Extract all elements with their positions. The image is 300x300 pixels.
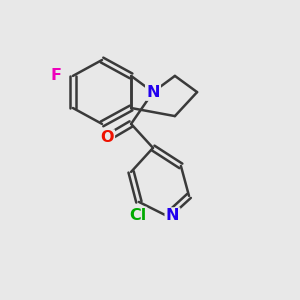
Text: N: N	[146, 85, 160, 100]
Text: N: N	[166, 208, 179, 224]
Text: F: F	[51, 68, 62, 83]
Text: Cl: Cl	[129, 208, 146, 223]
Text: O: O	[100, 130, 114, 146]
